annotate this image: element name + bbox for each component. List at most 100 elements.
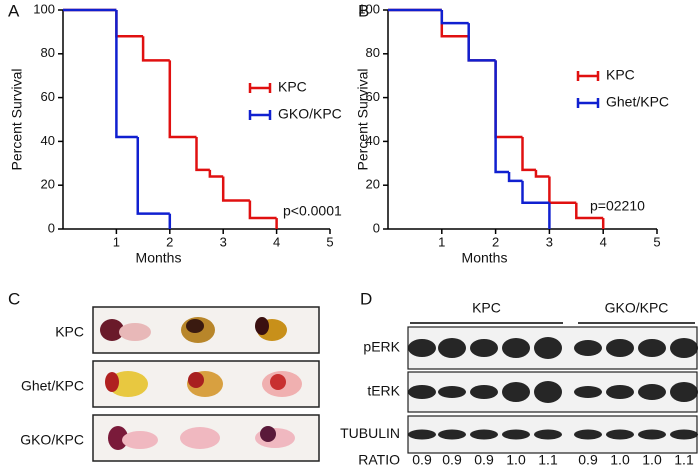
- annotation: p=02210: [590, 198, 645, 214]
- tissue: [180, 427, 220, 449]
- survival-step: [507, 172, 523, 183]
- panel-label: A: [8, 1, 20, 20]
- y-axis-label: Percent Survival: [355, 69, 371, 171]
- row-label: Ghet/KPC: [21, 378, 84, 394]
- band: [670, 382, 698, 402]
- y-tick-label: 60: [41, 89, 55, 104]
- y-tick-label: 40: [41, 133, 55, 148]
- tissue: [119, 323, 151, 341]
- ratio-value: 1.0: [610, 452, 630, 467]
- band: [534, 429, 562, 440]
- survival-step: [115, 10, 138, 139]
- x-tick-label: 2: [492, 234, 499, 249]
- x-tick-label: 3: [546, 234, 553, 249]
- survival-step: [521, 180, 550, 204]
- survival-step: [521, 137, 536, 172]
- y-tick-label: 60: [366, 89, 380, 104]
- x-tick-label: 4: [273, 234, 280, 249]
- x-tick-label: 4: [600, 234, 607, 249]
- row-label: KPC: [55, 324, 84, 340]
- tissue: [186, 319, 204, 333]
- survival-step: [548, 176, 577, 204]
- survival-step: [575, 202, 604, 220]
- annotation: p<0.0001: [283, 203, 342, 219]
- tissue: [270, 374, 286, 390]
- tissue: [260, 426, 276, 442]
- row-label: pERK: [363, 339, 400, 355]
- survival-step: [494, 60, 523, 139]
- band: [670, 429, 698, 440]
- ratio-value: 1.1: [538, 452, 558, 467]
- survival-step: [534, 169, 550, 178]
- legend-label: GKO/KPC: [278, 106, 342, 122]
- tissue: [122, 431, 158, 449]
- tissue: [188, 372, 204, 388]
- y-axis-label: Percent Survival: [9, 69, 25, 171]
- row-label: tERK: [367, 383, 400, 399]
- tissue: [108, 426, 128, 450]
- survival-step: [208, 169, 224, 178]
- legend-label: KPC: [278, 79, 307, 95]
- band: [438, 338, 466, 358]
- tissue: [255, 317, 269, 335]
- band: [408, 385, 436, 399]
- ratio-value: 1.1: [674, 452, 694, 467]
- panel-d-blots: [407, 326, 698, 454]
- ratio-label: RATIO: [358, 452, 400, 467]
- band: [438, 386, 466, 398]
- survival-step: [440, 10, 469, 25]
- survival-step: [467, 36, 496, 62]
- survival-step: [494, 60, 510, 174]
- survival-step: [136, 137, 170, 215]
- band: [502, 382, 530, 402]
- y-tick-label: 80: [41, 45, 55, 60]
- survival-step: [248, 200, 277, 220]
- y-tick-label: 40: [366, 133, 380, 148]
- ratio-value: 0.9: [578, 452, 598, 467]
- survival-step: [141, 36, 170, 62]
- band: [638, 339, 666, 357]
- band: [470, 385, 498, 399]
- tissue: [100, 319, 124, 341]
- ratio-value: 1.0: [642, 452, 662, 467]
- y-tick-label: 20: [41, 177, 55, 192]
- y-tick-label: 0: [48, 220, 55, 235]
- band: [606, 429, 634, 440]
- y-tick-label: 100: [33, 1, 55, 16]
- x-tick-label: 5: [326, 234, 333, 249]
- survival-step: [467, 23, 496, 62]
- survival-step: [221, 176, 250, 202]
- ratio-value: 0.9: [442, 452, 462, 467]
- survival-step: [195, 137, 210, 172]
- band: [534, 381, 562, 403]
- tissue: [105, 372, 119, 392]
- band: [670, 338, 698, 358]
- ratio-value: 0.9: [474, 452, 494, 467]
- band: [638, 429, 666, 440]
- x-tick-label: 3: [220, 234, 227, 249]
- y-tick-label: 20: [366, 177, 380, 192]
- y-tick-label: 100: [358, 1, 380, 16]
- ratio-value: 1.0: [506, 452, 526, 467]
- x-tick-label: 1: [113, 234, 120, 249]
- band: [574, 340, 602, 356]
- row-label: GKO/KPC: [20, 432, 84, 448]
- x-tick-label: 1: [438, 234, 445, 249]
- group-label: KPC: [472, 300, 501, 316]
- legend-marker: [248, 110, 272, 120]
- band: [408, 429, 436, 440]
- x-tick-label: 2: [166, 234, 173, 249]
- survival-step: [168, 60, 197, 139]
- group-label: GKO/KPC: [605, 300, 669, 316]
- panel-label: B: [358, 1, 369, 20]
- row-label: TUBULIN: [340, 425, 400, 441]
- band: [638, 384, 666, 400]
- band: [606, 339, 634, 357]
- band: [470, 339, 498, 357]
- panel-label: C: [8, 289, 20, 308]
- x-axis-label: Months: [462, 250, 508, 266]
- band: [502, 338, 530, 358]
- legend-marker: [576, 71, 600, 81]
- panel-c-photos: [92, 306, 320, 462]
